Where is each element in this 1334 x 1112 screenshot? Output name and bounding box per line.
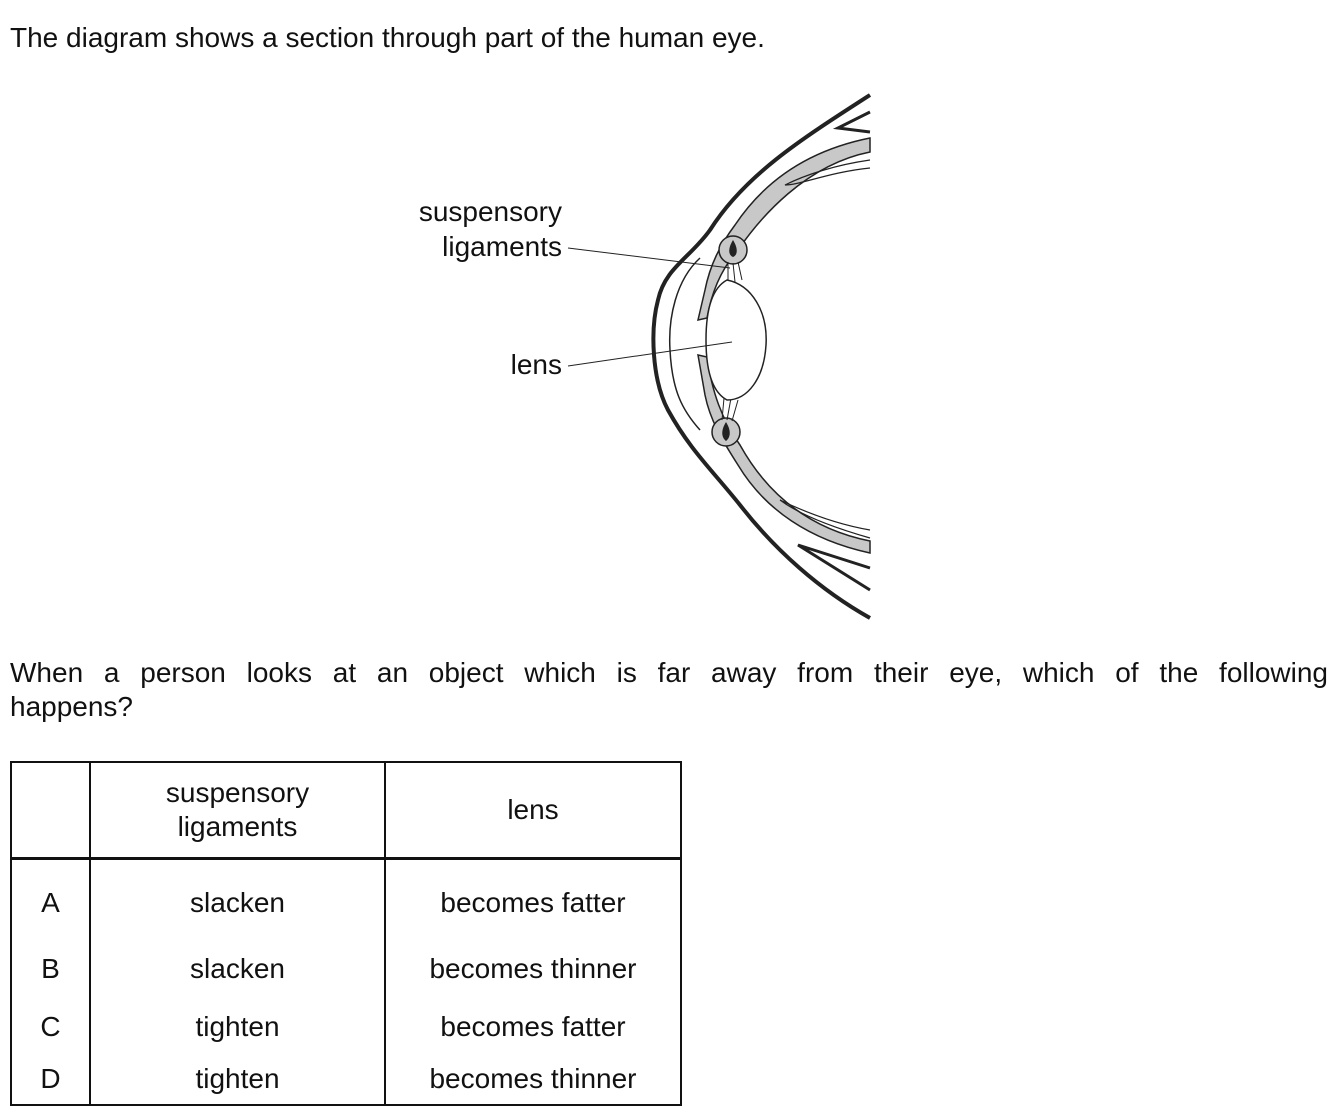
lower-suspensory-ligaments — [721, 397, 739, 422]
upper-eyelid — [832, 110, 871, 134]
question-text: When a person looks at an object which i… — [10, 657, 1328, 722]
eye-cornea-inner — [668, 257, 701, 431]
suspensory-ligaments-label: suspensory ligaments — [418, 196, 562, 262]
upper-ciliary-dot — [729, 240, 737, 257]
option-lens: becomes fatter — [384, 858, 682, 940]
suspensory-ligaments-pointer — [567, 247, 731, 269]
lens — [705, 279, 767, 401]
lower-retina-line — [779, 499, 871, 539]
option-ligaments: slacken — [89, 940, 386, 998]
option-lens: becomes fatter — [384, 998, 682, 1056]
lower-ciliary-dot — [722, 422, 730, 441]
lens-label: lens — [510, 349, 562, 380]
answer-table: suspensory ligaments lens A slacken beco… — [10, 761, 682, 1106]
option-letter: D — [10, 1056, 91, 1106]
answer-row-a[interactable]: A slacken becomes fatter — [10, 858, 682, 940]
upper-retina-line — [784, 159, 871, 186]
option-letter: A — [10, 858, 91, 940]
lens-pointer — [567, 341, 733, 367]
upper-tissue-band — [696, 137, 871, 321]
answer-table-header: suspensory ligaments lens — [10, 761, 682, 860]
option-letter: C — [10, 998, 91, 1056]
eye-diagram — [567, 93, 872, 620]
eye-outer-wall — [651, 93, 872, 620]
option-letter: B — [10, 940, 91, 998]
answer-row-d[interactable]: D tighten becomes thinner — [10, 1056, 682, 1106]
lower-eyelid — [797, 543, 871, 592]
header-lens: lens — [384, 761, 682, 860]
option-lens: becomes thinner — [384, 1056, 682, 1106]
answer-row-b[interactable]: B slacken becomes thinner — [10, 940, 682, 998]
option-lens: becomes thinner — [384, 940, 682, 998]
header-option — [10, 761, 91, 860]
option-ligaments: slacken — [89, 858, 386, 940]
answer-row-c[interactable]: C tighten becomes fatter — [10, 998, 682, 1056]
intro-text: The diagram shows a section through part… — [10, 22, 765, 53]
option-ligaments: tighten — [89, 1056, 386, 1106]
option-ligaments: tighten — [89, 998, 386, 1056]
header-suspensory-ligaments: suspensory ligaments — [89, 761, 386, 860]
